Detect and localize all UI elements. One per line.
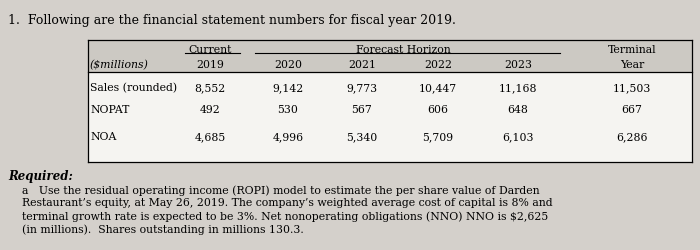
FancyBboxPatch shape	[88, 73, 692, 162]
Text: 667: 667	[622, 104, 643, 115]
Text: 2020: 2020	[274, 60, 302, 70]
Text: Current: Current	[188, 45, 232, 55]
Text: Restaurant’s equity, at May 26, 2019. The company’s weighted average cost of cap: Restaurant’s equity, at May 26, 2019. Th…	[22, 197, 552, 207]
Text: 567: 567	[351, 104, 372, 115]
Text: ($millions): ($millions)	[90, 60, 149, 70]
Text: 648: 648	[508, 104, 528, 115]
Text: 2021: 2021	[348, 60, 376, 70]
Text: 606: 606	[428, 104, 449, 115]
Text: 2019: 2019	[196, 60, 224, 70]
Text: 492: 492	[199, 104, 220, 115]
FancyBboxPatch shape	[88, 41, 692, 73]
Text: Required:: Required:	[8, 169, 73, 182]
Text: 9,142: 9,142	[272, 83, 304, 93]
Text: (in millions).  Shares outstanding in millions 130.3.: (in millions). Shares outstanding in mil…	[22, 223, 304, 234]
Text: terminal growth rate is expected to be 3%. Net nonoperating obligations (NNO) NN: terminal growth rate is expected to be 3…	[22, 210, 548, 221]
Text: 11,168: 11,168	[498, 83, 538, 93]
Text: NOPAT: NOPAT	[90, 104, 130, 115]
Text: 11,503: 11,503	[612, 83, 651, 93]
Text: Year: Year	[620, 60, 644, 70]
Text: 8,552: 8,552	[195, 83, 225, 93]
Text: Forecast Horizon: Forecast Horizon	[356, 45, 450, 55]
Text: 5,340: 5,340	[346, 132, 377, 141]
Text: NOA: NOA	[90, 132, 116, 141]
Text: 6,286: 6,286	[616, 132, 648, 141]
Text: 10,447: 10,447	[419, 83, 457, 93]
Text: 530: 530	[278, 104, 298, 115]
Text: 2022: 2022	[424, 60, 452, 70]
Text: a   Use the residual operating income (ROPI) model to estimate the per share val: a Use the residual operating income (ROP…	[22, 184, 540, 195]
Text: 4,685: 4,685	[195, 132, 225, 141]
Text: 5,709: 5,709	[422, 132, 454, 141]
Text: 6,103: 6,103	[503, 132, 533, 141]
Text: Sales (rounded): Sales (rounded)	[90, 82, 177, 93]
Text: 2023: 2023	[504, 60, 532, 70]
Text: 1.  Following are the financial statement numbers for fiscal year 2019.: 1. Following are the financial statement…	[8, 14, 456, 27]
Text: Terminal: Terminal	[608, 45, 657, 55]
Text: 9,773: 9,773	[346, 83, 377, 93]
Text: 4,996: 4,996	[272, 132, 304, 141]
